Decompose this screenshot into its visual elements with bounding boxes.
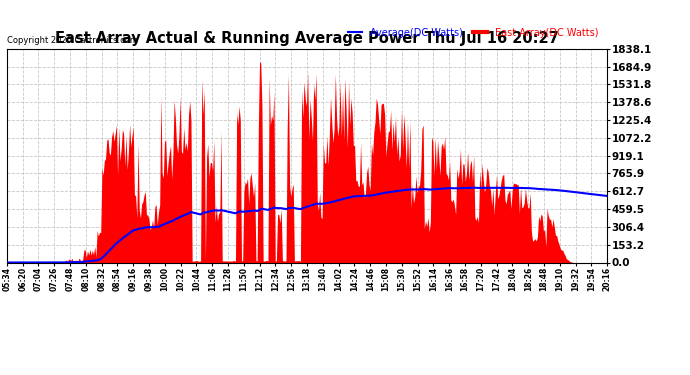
- Title: East Array Actual & Running Average Power Thu Jul 16 20:27: East Array Actual & Running Average Powe…: [55, 31, 559, 46]
- Text: Copyright 2020 Cartronics.com: Copyright 2020 Cartronics.com: [7, 36, 138, 45]
- Legend: Average(DC Watts), East Array(DC Watts): Average(DC Watts), East Array(DC Watts): [344, 24, 602, 42]
